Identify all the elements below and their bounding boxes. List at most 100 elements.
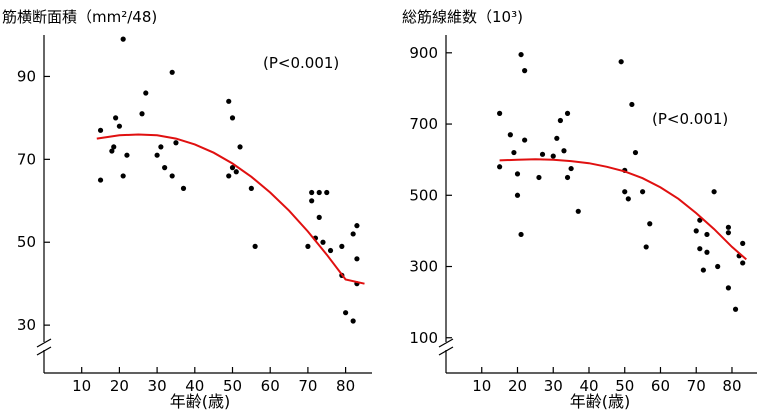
data-point bbox=[511, 149, 517, 156]
data-point bbox=[497, 110, 503, 116]
data-point bbox=[647, 221, 653, 227]
data-point bbox=[350, 231, 356, 237]
data-point bbox=[539, 151, 546, 157]
data-point bbox=[704, 249, 710, 255]
data-point bbox=[715, 263, 721, 270]
data-point bbox=[354, 223, 360, 229]
data-point bbox=[252, 243, 258, 249]
data-point bbox=[564, 110, 571, 116]
axis-break-mark bbox=[36, 338, 52, 348]
x-tick-label: 40 bbox=[185, 377, 204, 395]
data-point bbox=[536, 174, 542, 181]
data-point bbox=[557, 117, 563, 124]
x-tick-label: 50 bbox=[615, 377, 634, 395]
data-point bbox=[226, 173, 232, 179]
data-point bbox=[643, 244, 649, 250]
regression-curve bbox=[499, 158, 747, 261]
data-point bbox=[514, 192, 521, 198]
data-point bbox=[343, 310, 349, 316]
data-point bbox=[124, 152, 130, 158]
axis-break-mark bbox=[438, 346, 454, 356]
data-point bbox=[233, 169, 239, 175]
data-point bbox=[564, 174, 571, 181]
data-point bbox=[305, 243, 311, 249]
p-value-annotation: (P<0.001) bbox=[652, 110, 728, 128]
x-tick-label: 60 bbox=[651, 377, 670, 395]
data-point bbox=[514, 171, 521, 177]
data-point bbox=[632, 149, 639, 156]
data-point bbox=[120, 173, 126, 179]
x-tick-label: 80 bbox=[336, 377, 355, 395]
p-value-annotation: (P<0.001) bbox=[263, 54, 339, 72]
y-tick-label: 900 bbox=[409, 44, 438, 62]
data-point bbox=[740, 260, 746, 266]
y-tick-label: 30 bbox=[17, 316, 36, 334]
y-tick-label: 100 bbox=[409, 329, 438, 347]
data-point bbox=[320, 239, 326, 245]
data-points bbox=[96, 36, 365, 324]
data-point bbox=[309, 189, 315, 196]
data-point bbox=[618, 59, 624, 65]
regression-curve bbox=[96, 133, 365, 285]
data-point bbox=[169, 173, 175, 179]
data-points bbox=[497, 51, 747, 312]
data-point bbox=[248, 185, 254, 191]
chart-total-fiber-number: 総筋線維数（10³) (P<0.001) 年齢(歳) 100 300 500 700 9… bbox=[402, 8, 757, 411]
data-point bbox=[575, 208, 581, 214]
data-point bbox=[111, 144, 117, 150]
x-tick-label: 80 bbox=[722, 377, 741, 395]
data-point bbox=[229, 115, 236, 121]
data-point bbox=[229, 165, 236, 171]
x-tick-label: 20 bbox=[110, 377, 129, 395]
data-point bbox=[704, 231, 710, 238]
data-point bbox=[339, 243, 345, 249]
x-tick-label: 40 bbox=[579, 377, 598, 395]
x-tick-label: 30 bbox=[148, 377, 167, 395]
data-point bbox=[725, 230, 732, 236]
x-tick-label: 70 bbox=[687, 377, 706, 395]
data-point bbox=[629, 101, 635, 108]
data-point bbox=[97, 127, 104, 133]
axes bbox=[438, 35, 757, 374]
data-point bbox=[622, 189, 628, 195]
y-tick-label: 50 bbox=[17, 233, 36, 251]
data-point bbox=[568, 165, 574, 172]
x-axis-label: 年齢(歳) bbox=[170, 392, 231, 411]
data-point bbox=[169, 69, 175, 75]
data-point bbox=[625, 196, 631, 202]
data-point bbox=[725, 224, 732, 230]
data-point bbox=[697, 246, 703, 252]
data-point bbox=[550, 153, 556, 159]
y-tick-label: 70 bbox=[17, 150, 36, 168]
data-point bbox=[507, 132, 513, 138]
data-point bbox=[497, 164, 503, 170]
tick-labels: 100 300 500 700 900 10 20 30 40 50 60 70 80 bbox=[409, 44, 741, 395]
x-tick-label: 50 bbox=[223, 377, 242, 395]
tick-labels: 30 50 70 90 10 20 30 40 50 60 70 80 bbox=[17, 67, 355, 395]
data-point bbox=[139, 111, 145, 117]
y-tick-label: 300 bbox=[409, 258, 438, 276]
axis-break-mark bbox=[438, 338, 454, 348]
x-tick-label: 20 bbox=[508, 377, 527, 395]
data-point bbox=[173, 140, 179, 146]
x-tick-label: 60 bbox=[261, 377, 280, 395]
data-point bbox=[316, 214, 322, 220]
x-tick-label: 10 bbox=[472, 377, 491, 395]
chart-title: 総筋線維数（10³) bbox=[402, 8, 523, 26]
data-point bbox=[226, 98, 232, 104]
y-tick-label: 700 bbox=[409, 115, 438, 133]
data-point bbox=[162, 165, 168, 171]
chart-muscle-cross-section: 筋横断面積（mm²/48) (P<0.001) 年齢(歳) 30 50 70 90 10… bbox=[2, 8, 372, 411]
axis-break-mark bbox=[36, 346, 52, 356]
data-point bbox=[725, 285, 732, 291]
data-point bbox=[109, 148, 115, 154]
x-tick-label: 30 bbox=[544, 377, 563, 395]
data-point bbox=[316, 189, 322, 196]
x-axis-label: 年齢(歳) bbox=[570, 392, 631, 411]
data-point bbox=[354, 256, 360, 262]
y-tick-label: 500 bbox=[409, 186, 438, 204]
data-point bbox=[522, 68, 528, 74]
data-point bbox=[237, 144, 243, 150]
data-point bbox=[522, 137, 528, 143]
